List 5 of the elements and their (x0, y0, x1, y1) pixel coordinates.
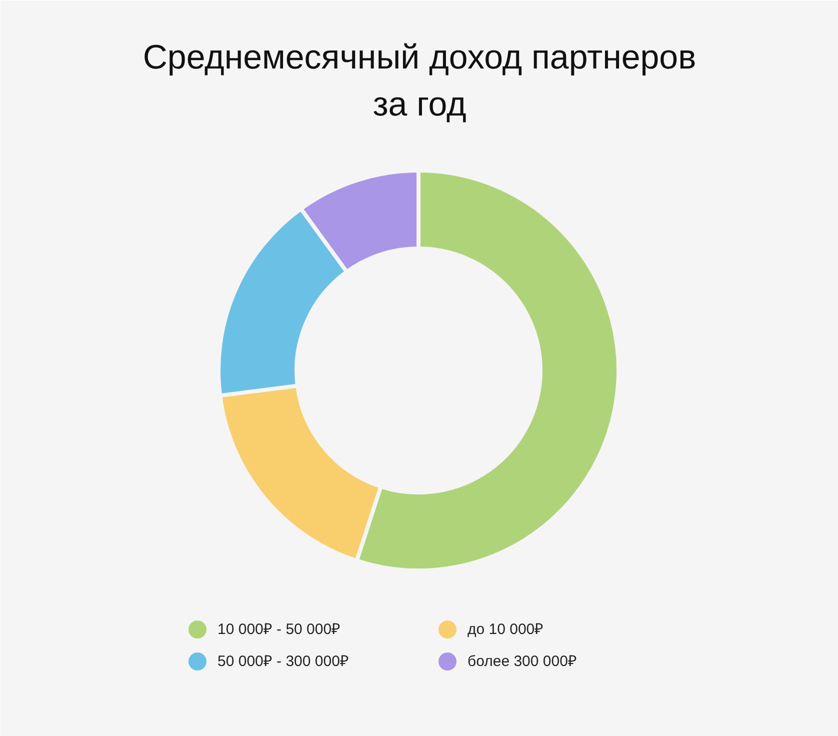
legend-label: 50 000₽ - 300 000₽ (218, 653, 349, 670)
legend-label: до 10 000₽ (468, 621, 544, 638)
legend-label: 10 000₽ - 50 000₽ (218, 621, 341, 638)
chart-title: Среднемесячный доход партнеров за год (142, 38, 696, 124)
legend-label: более 300 000₽ (468, 653, 577, 670)
